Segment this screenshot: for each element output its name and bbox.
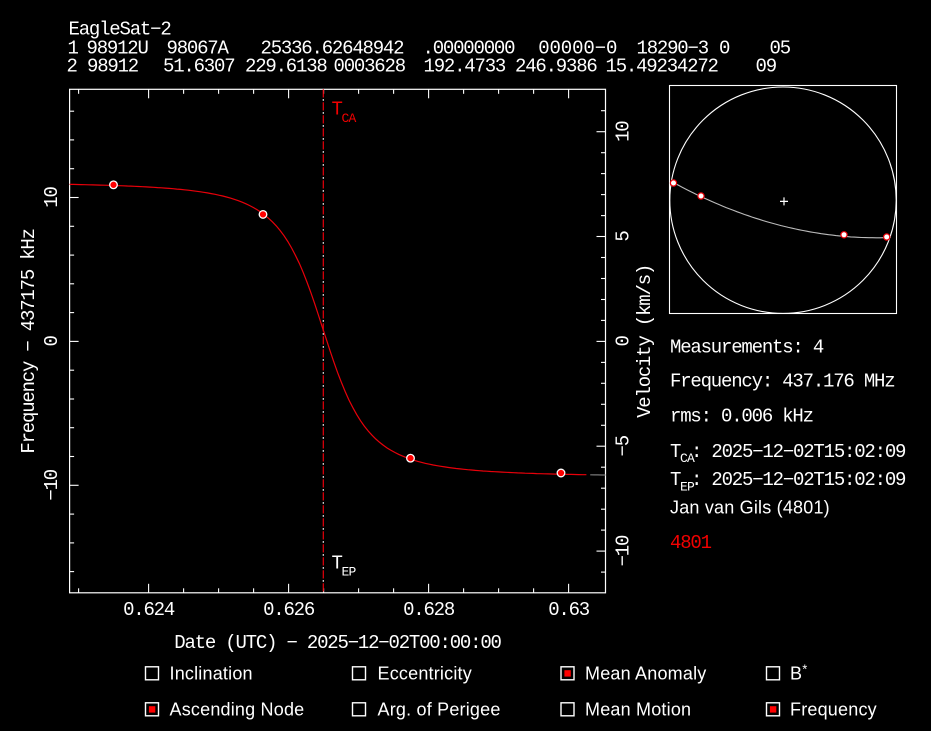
svg-text:Eccentricity: Eccentricity [378,664,472,684]
svg-text:0.624: 0.624 [123,599,175,621]
svg-text:05: 05 [770,38,791,60]
svg-text:Mean Anomaly: Mean Anomaly [585,664,706,684]
svg-text:0.628: 0.628 [403,599,455,621]
svg-text:5: 5 [613,231,635,242]
svg-text:EagleSat−2: EagleSat−2 [69,19,172,41]
svg-text:.00000000: .00000000 [423,38,516,60]
svg-text:10: 10 [613,121,635,142]
svg-text:00000−0: 00000−0 [538,38,617,60]
svg-text:192.4733: 192.4733 [424,56,506,78]
svg-text:CA: CA [342,111,357,126]
svg-text:0: 0 [613,336,635,347]
svg-text:0: 0 [41,336,63,347]
svg-text:: 2025−12−02T15:02:09: : 2025−12−02T15:02:09 [691,441,906,463]
svg-text:Mean Motion: Mean Motion [585,700,691,720]
svg-text:Frequency: Frequency [790,700,877,720]
svg-text:0.63: 0.63 [548,599,590,621]
svg-text:98912: 98912 [87,56,139,78]
svg-text:246.9386: 246.9386 [515,56,597,78]
svg-text:CA: CA [680,451,695,466]
svg-text:Date (UTC) − 2025−12−02T00:00:: Date (UTC) − 2025−12−02T00:00:00 [174,632,501,654]
svg-text:Jan van Gils (4801): Jan van Gils (4801) [670,498,830,518]
svg-text:229.6138: 229.6138 [245,56,327,78]
svg-text:EP: EP [342,565,357,580]
svg-text:18290−3: 18290−3 [637,38,709,60]
svg-text:T: T [332,99,343,121]
svg-text:rms: 0.006 kHz: rms: 0.006 kHz [670,406,813,428]
svg-text:: 2025−12−02T15:02:09: : 2025−12−02T15:02:09 [691,469,906,491]
svg-text:Measurements: 4: Measurements: 4 [670,337,824,359]
svg-text:T: T [670,469,681,491]
svg-text:10: 10 [41,187,63,208]
svg-text:EP: EP [680,480,695,495]
svg-text:T: T [332,553,343,575]
svg-text:15.49234272: 15.49234272 [606,56,719,78]
svg-text:−10: −10 [613,535,635,566]
svg-text:Frequency: 437.176 MHz: Frequency: 437.176 MHz [670,371,894,393]
svg-text:98067A: 98067A [167,38,230,60]
svg-text:0: 0 [719,38,730,60]
svg-text:Frequency − 437175 kHz: Frequency − 437175 kHz [18,229,40,453]
svg-text:4801: 4801 [670,532,712,554]
svg-text:51.6307: 51.6307 [163,56,234,78]
svg-text:98912U: 98912U [87,38,149,60]
svg-text:25336.62648942: 25336.62648942 [261,38,405,60]
svg-text:T: T [670,441,681,463]
svg-text:Inclination: Inclination [170,664,253,684]
svg-text:0.626: 0.626 [263,599,315,621]
svg-text:Velocity (km/s): Velocity (km/s) [634,265,656,418]
svg-text:1: 1 [68,38,79,60]
svg-text:Arg. of Perigee: Arg. of Perigee [378,700,501,720]
svg-text:Ascending Node: Ascending Node [170,700,305,720]
svg-text:0003628: 0003628 [334,56,406,78]
svg-text:−5: −5 [613,435,635,456]
svg-text:−10: −10 [41,469,63,500]
svg-text:09: 09 [756,56,777,78]
svg-text:2: 2 [67,56,78,78]
